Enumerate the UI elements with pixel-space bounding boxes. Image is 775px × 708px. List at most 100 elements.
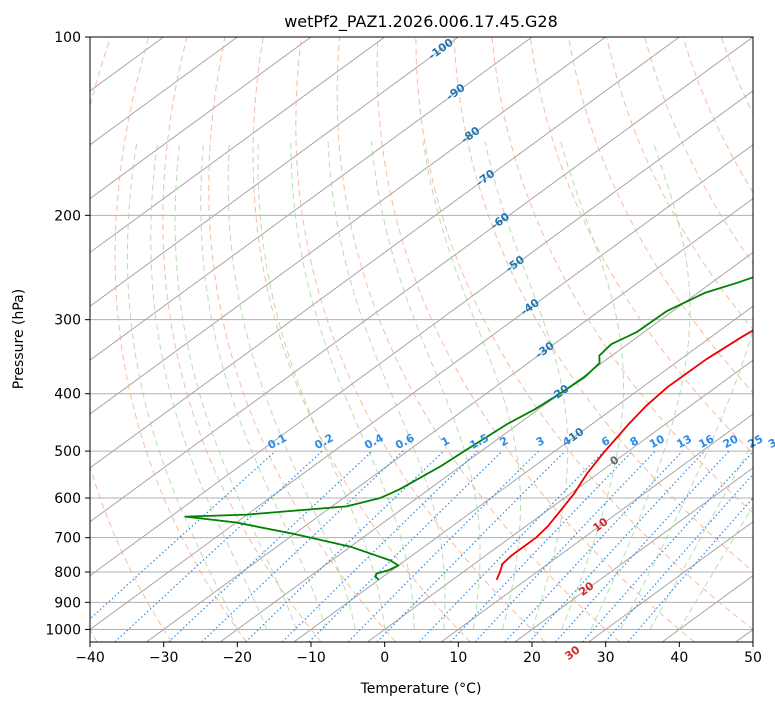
x-axis-ticks: −40 −30 −20 −10 0 10 20 30 40 50 xyxy=(75,642,762,666)
chart-title: wetPf2_PAZ1.2026.006.17.45.G28 xyxy=(284,12,558,32)
mixing-ratio-label: 1 xyxy=(439,434,452,449)
mixing-ratio-label: 0.4 xyxy=(362,431,386,452)
isotherm-label: -20 xyxy=(548,382,572,404)
dry-adiabat-line xyxy=(90,37,173,642)
mixing-ratio-line xyxy=(245,450,445,642)
dry-adiabat-line xyxy=(759,37,775,642)
moist-adiabat-line xyxy=(422,141,521,630)
moist-adiabat-line xyxy=(127,141,238,630)
y-tick-label: 900 xyxy=(54,595,81,611)
temperature-line xyxy=(495,329,753,581)
dry-adiabat-line xyxy=(252,37,471,642)
mixing-ratio-label: 8 xyxy=(628,434,641,449)
y-tick-label: 100 xyxy=(54,30,81,46)
mixing-ratio-line xyxy=(474,450,656,642)
y-tick-label: 800 xyxy=(54,565,81,581)
warm-isotherm-label: 0 xyxy=(608,453,622,468)
isotherm-line xyxy=(219,251,753,642)
x-tick-label: 50 xyxy=(744,650,762,666)
x-tick-label: −20 xyxy=(223,650,253,666)
moist-adiabat-line xyxy=(619,328,753,630)
moist-adiabat-line xyxy=(174,141,297,630)
isotherm-label: -30 xyxy=(533,339,557,361)
y-tick-label: 600 xyxy=(54,491,81,507)
x-tick-label: −30 xyxy=(149,650,179,666)
isotherm-line xyxy=(90,144,753,631)
dry-adiabat-line xyxy=(644,37,753,265)
mixing-ratio-label: 3 xyxy=(534,434,547,449)
moist-adiabat-line xyxy=(290,141,415,630)
y-axis-ticks: 100 200 300 400 500 600 700 800 900 1000 xyxy=(45,30,90,638)
moist-adiabat-line xyxy=(678,505,753,630)
mixing-ratio-line xyxy=(418,450,605,642)
mixing-ratio-line xyxy=(281,450,478,642)
mixing-ratio-line xyxy=(582,450,753,642)
moist-adiabat-line xyxy=(327,141,446,630)
mixing-ratio-line xyxy=(347,450,539,642)
dry-adiabat-line xyxy=(720,37,753,115)
mixing-ratio-line xyxy=(528,450,706,642)
x-axis-label: Temperature (°C) xyxy=(360,681,482,697)
isotherm-line xyxy=(440,413,753,642)
x-tick-label: 0 xyxy=(380,650,389,666)
isotherm-line xyxy=(90,37,459,307)
isotherm-line xyxy=(146,197,753,642)
mixing-ratio-line xyxy=(90,450,276,620)
moist-adiabat-line xyxy=(560,141,624,630)
isotherm-line xyxy=(90,37,533,361)
plot-frame xyxy=(89,36,754,643)
mixing-ratio-label: 30 xyxy=(766,432,775,451)
moist-adiabat-line xyxy=(150,141,268,630)
mixing-ratio-label: 2 xyxy=(498,434,511,449)
isotherm-line xyxy=(90,37,753,523)
dry-adiabat-line xyxy=(606,37,753,331)
isotherm-label: -70 xyxy=(474,167,498,189)
mixing-ratio-label: 0.6 xyxy=(393,431,417,452)
isotherm-line xyxy=(90,37,385,254)
isotherm-label: -50 xyxy=(503,253,527,275)
mixing-ratio-label: 1.5 xyxy=(468,431,491,452)
x-tick-label: 20 xyxy=(523,650,541,666)
moist-adiabat-line xyxy=(649,440,753,630)
mixing-ratio-label: 0.1 xyxy=(266,431,289,452)
y-tick-label: 300 xyxy=(54,313,81,329)
moist-adiabat-line xyxy=(227,141,356,630)
dry-adiabat-line xyxy=(114,37,247,642)
y-tick-label: 400 xyxy=(54,387,81,403)
mixing-ratio-label: 25 xyxy=(746,432,766,451)
x-tick-label: 40 xyxy=(670,650,688,666)
mixing-ratio-line xyxy=(201,450,404,642)
isotherm-line xyxy=(90,37,238,146)
moist-adiabat-line xyxy=(371,141,481,630)
x-tick-label: −40 xyxy=(75,650,105,666)
dry-adiabat-line xyxy=(568,37,753,394)
warm-isotherm-label: 30 xyxy=(562,643,582,663)
y-axis-label: Pressure (hPa) xyxy=(11,289,27,389)
moist-adiabat-line xyxy=(200,141,327,630)
mixing-ratio-line xyxy=(449,450,633,642)
mixing-ratio-line xyxy=(555,450,730,642)
mixing-ratio-label: 16 xyxy=(697,432,717,451)
isotherm-label: -40 xyxy=(518,296,542,318)
isotherm-line xyxy=(514,467,753,642)
isotherm-label: -90 xyxy=(444,81,468,103)
isotherm-line xyxy=(90,37,680,469)
y-tick-label: 500 xyxy=(54,444,81,460)
dry-adiabat-line xyxy=(415,37,753,631)
dewpoint-line xyxy=(184,276,753,581)
x-tick-label: −10 xyxy=(296,650,326,666)
data-series xyxy=(184,276,753,581)
x-tick-label: 30 xyxy=(597,650,615,666)
dry-adiabat-line xyxy=(336,37,621,642)
y-tick-label: 700 xyxy=(54,531,81,547)
y-tick-label: 1000 xyxy=(45,622,81,638)
mixing-ratio-line xyxy=(308,450,503,642)
background-lines xyxy=(90,37,775,642)
mixing-ratio-line xyxy=(504,450,683,642)
isotherm-label: -80 xyxy=(459,124,483,146)
mixing-ratio-line xyxy=(604,473,753,642)
mixing-ratio-label: 20 xyxy=(721,432,741,451)
warm-isotherm-label: 10 xyxy=(590,515,610,535)
isotherm-line xyxy=(735,628,753,642)
